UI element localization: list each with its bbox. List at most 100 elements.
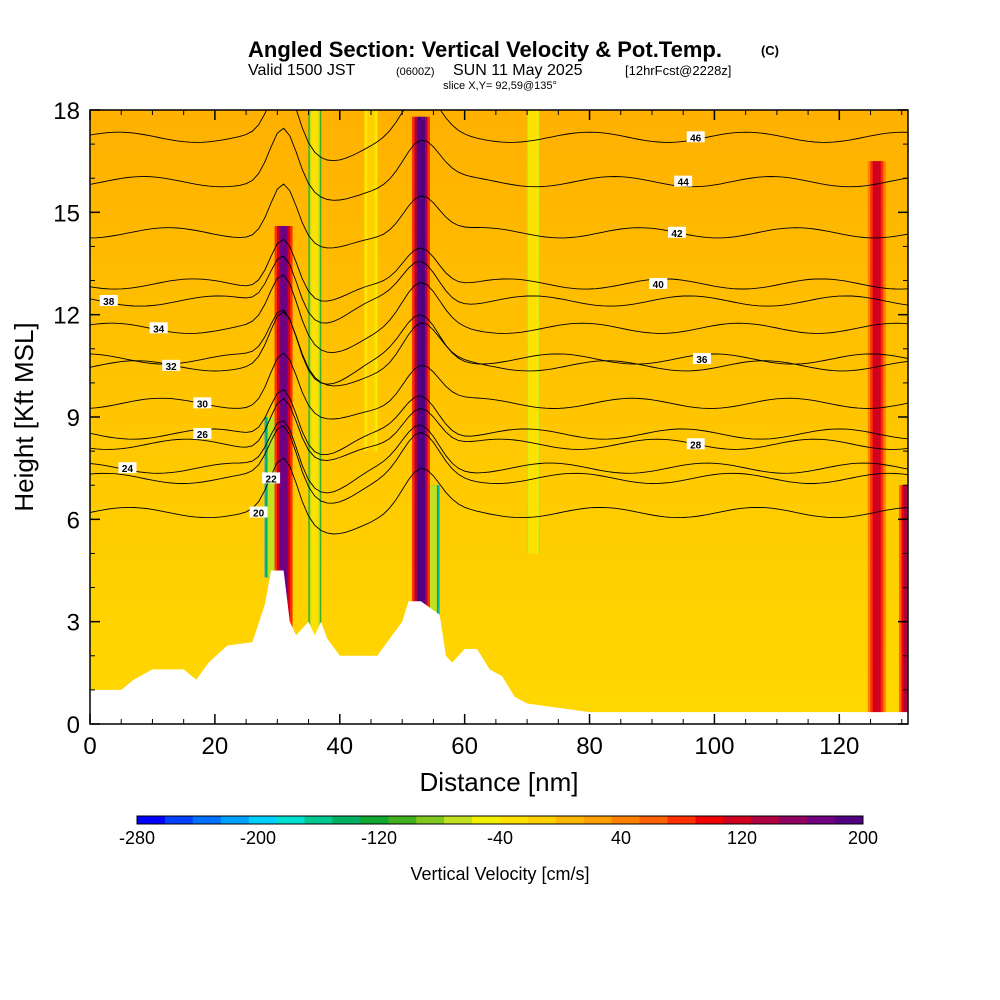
colorbar-swatch: [444, 816, 473, 824]
x-tick-label: 20: [202, 733, 229, 760]
x-tick-label: 100: [694, 733, 734, 760]
downdraft-band: [429, 485, 437, 622]
isentrope-line: [90, 419, 908, 494]
axis-ticks: [89, 109, 908, 725]
colorbar-swatch: [500, 816, 529, 824]
isentrope-label: 38: [103, 297, 115, 308]
subtitle-forecast: [12hrFcst@2228z]: [625, 63, 731, 78]
isentrope-label: 46: [690, 133, 702, 144]
isentrope-label: 36: [696, 355, 708, 366]
isentrope-label-bg: [667, 226, 686, 238]
colorbar-swatch: [276, 816, 306, 824]
colorbar-tick-label: 200: [848, 828, 878, 848]
isentrope-label-bg: [118, 462, 137, 474]
updraft-band: [416, 116, 425, 724]
isentrope-label-bg: [262, 472, 281, 484]
isentrope-label-bg: [692, 353, 711, 365]
colorbar-tick-label: -40: [487, 828, 513, 848]
isentrope-label: 44: [678, 178, 690, 189]
isentrope-label-bg: [193, 428, 212, 440]
colorbar-swatch: [751, 816, 780, 824]
subtitle-zulu: (0600Z): [396, 66, 435, 78]
isentrope-label-bg: [149, 322, 168, 334]
colorbar-tick-label: -120: [361, 828, 397, 848]
isentrope-label: 42: [671, 229, 683, 240]
colorbar-swatch: [304, 816, 333, 824]
y-tick-label: 18: [53, 98, 80, 125]
colorbar-swatch: [779, 816, 808, 824]
colorbar-swatch: [835, 816, 864, 824]
isentrope-line: [90, 457, 908, 535]
colorbar-swatch: [611, 816, 641, 824]
colorbar-tick-label: 120: [727, 828, 757, 848]
colorbar-swatch: [192, 816, 222, 824]
isentrope-line: [90, 389, 908, 456]
terrain: [90, 570, 908, 724]
downdraft-band: [367, 110, 375, 452]
isentrope-label: 24: [122, 464, 134, 475]
colorbar-swatch: [164, 816, 194, 824]
x-tick-label: 40: [326, 733, 353, 760]
isentrope-line: [90, 110, 908, 162]
isentrope-label: 32: [166, 362, 178, 373]
downdraft-band: [267, 417, 275, 578]
colorbar-swatch: [723, 816, 752, 824]
isentrope-line: [90, 398, 908, 461]
isentrope-line: [90, 425, 908, 504]
colorbar-swatch: [137, 816, 166, 824]
colorbar-swatch: [807, 816, 836, 824]
isentrope-label: 22: [266, 474, 278, 485]
isentrope-contours: [90, 110, 908, 535]
y-tick-label: 0: [67, 712, 80, 739]
isentrope-label: 30: [197, 399, 209, 410]
colorbar-swatch: [695, 816, 724, 824]
downdraft-band: [311, 110, 319, 639]
subtitle-date: SUN 11 May 2025: [453, 62, 583, 79]
subtitle-time: Valid 1500 JST: [248, 62, 356, 79]
colorbar-swatch: [639, 816, 669, 824]
x-tick-label: 120: [819, 733, 859, 760]
colorbar-tick-labels: -280 -200 -120 -40 40 120 200: [119, 828, 878, 848]
chart-title-unit: (C): [761, 43, 779, 58]
colorbar-swatch: [388, 816, 417, 824]
chart-title: Angled Section: Vertical Velocity & Pot.…: [248, 37, 722, 62]
x-tick-label: 60: [451, 733, 478, 760]
isentrope-label-bg: [249, 506, 268, 518]
y-axis-label: Height [Kft MSL]: [9, 322, 39, 511]
colorbar-label: Vertical Velocity [cm/s]: [410, 864, 589, 884]
colorbar-tick-label: -280: [119, 828, 155, 848]
isentrope-label: 40: [653, 280, 665, 291]
colorbar-swatch: [555, 816, 585, 824]
y-tick-labels: 0 3 6 9 12 15 18: [53, 98, 80, 739]
isentrope-label: 20: [253, 509, 265, 520]
isentrope-label-bg: [686, 131, 705, 143]
isentrope-label-bg: [99, 295, 118, 307]
y-tick-label: 15: [53, 200, 80, 227]
colorbar-swatch: [416, 816, 445, 824]
x-axis-label: Distance [nm]: [420, 767, 579, 797]
colorbar-swatch: [248, 816, 278, 824]
chart-subtitle: Valid 1500 JST (0600Z) SUN 11 May 2025 […: [248, 62, 731, 79]
velocity-background: [90, 110, 908, 724]
isentrope-line: [90, 274, 908, 354]
colorbar-swatch: [472, 816, 501, 824]
isentrope-line: [90, 127, 908, 201]
colorbar-swatch: [332, 816, 361, 824]
updraft-band: [904, 485, 908, 724]
colorbar-tick-label: -200: [240, 828, 276, 848]
colorbar-frame: [136, 815, 864, 825]
isentrope-label-bg: [649, 277, 668, 289]
isentrope-line: [90, 309, 908, 385]
colorbar-swatch: [667, 816, 696, 824]
isentrope-line: [90, 311, 908, 387]
colorbar-swatch: [360, 816, 389, 824]
updraft-band: [279, 225, 288, 724]
plot-area: 20 22 24 26 28 30 32 34 36 38 40 42 44 46: [90, 110, 908, 724]
x-tick-label: 0: [83, 733, 96, 760]
isentrope-label-bg: [686, 438, 705, 450]
y-tick-label: 6: [67, 507, 80, 534]
isentrope-line: [90, 238, 908, 302]
isentrope-labels: 20 22 24 26 28 30 32 34 36 38 40 42 44 46: [99, 131, 711, 520]
colorbar: [136, 815, 864, 825]
